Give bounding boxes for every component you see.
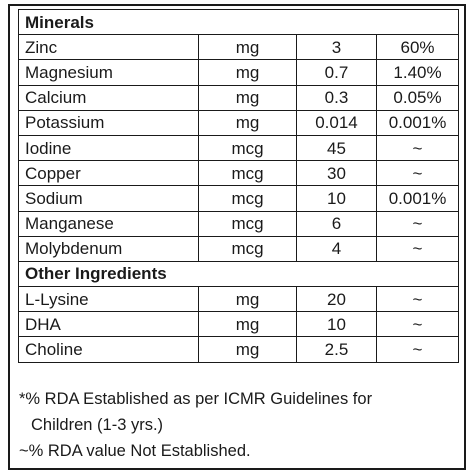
rda-percent: ~ xyxy=(375,134,460,162)
ingredient-name: Manganese xyxy=(18,210,199,237)
footnotes: *% RDA Established as per ICMR Guideline… xyxy=(19,386,459,464)
unit: mg xyxy=(198,109,297,136)
table-row: Copper mcg 30 ~ xyxy=(18,160,460,187)
table-row: Calcium mg 0.3 0.05% xyxy=(18,84,460,111)
table-row: Iodine mcg 45 ~ xyxy=(18,134,460,162)
ingredient-name: Potassium xyxy=(18,109,199,136)
rda-percent: ~ xyxy=(375,286,460,313)
ingredient-name: DHA xyxy=(18,311,199,338)
footnote-rda-established: *% RDA Established as per ICMR Guideline… xyxy=(19,390,373,408)
unit: mcg xyxy=(198,134,297,162)
table-row: Potassium mg 0.014 0.001% xyxy=(18,109,460,136)
ingredient-name: Iodine xyxy=(18,134,199,162)
amount: 0.014 xyxy=(296,109,377,136)
unit: mcg xyxy=(198,185,297,212)
unit: mg xyxy=(198,311,297,338)
rda-percent: 0.001% xyxy=(375,185,460,212)
amount: 30 xyxy=(296,160,377,187)
amount: 3 xyxy=(296,34,377,61)
nutrition-table: Minerals Zinc mg 3 60% Magnesium mg 0.7 … xyxy=(17,8,460,363)
table-row: Manganese mcg 6 ~ xyxy=(18,210,460,237)
table-row: DHA mg 10 ~ xyxy=(18,311,460,338)
rda-percent: 0.001% xyxy=(375,109,460,136)
ingredient-name: Choline xyxy=(18,336,199,363)
table-row: Magnesium mg 0.7 1.40% xyxy=(18,59,460,86)
table-row: Zinc mg 3 60% xyxy=(18,34,460,61)
footnote-rda-not-established: ~% RDA value Not Established. xyxy=(19,442,251,460)
unit: mg xyxy=(198,336,297,363)
amount: 4 xyxy=(296,235,377,262)
unit: mg xyxy=(198,286,297,313)
amount: 10 xyxy=(296,311,377,338)
amount: 45 xyxy=(296,134,377,162)
unit: mcg xyxy=(198,210,297,237)
rda-percent: 1.40% xyxy=(375,59,460,86)
ingredient-name: Zinc xyxy=(18,34,199,61)
ingredient-name: Copper xyxy=(18,160,199,187)
unit: mg xyxy=(198,59,297,86)
rda-percent: ~ xyxy=(375,336,460,363)
table-row: Choline mg 2.5 ~ xyxy=(18,336,460,363)
rda-percent: 0.05% xyxy=(375,84,460,111)
amount: 2.5 xyxy=(296,336,377,363)
table-row: Molybdenum mcg 4 ~ xyxy=(18,235,460,262)
rda-percent: ~ xyxy=(375,311,460,338)
amount: 6 xyxy=(296,210,377,237)
amount: 10 xyxy=(296,185,377,212)
section-title: Other Ingredients xyxy=(17,260,460,288)
section-header-minerals: Minerals xyxy=(17,8,460,36)
ingredient-name: Magnesium xyxy=(18,59,199,86)
label-frame xyxy=(8,4,466,470)
ingredient-name: Molybdenum xyxy=(18,235,199,262)
table-row: L-Lysine mg 20 ~ xyxy=(18,286,460,313)
amount: 0.7 xyxy=(296,59,377,86)
ingredient-name: Sodium xyxy=(18,185,199,212)
amount: 0.3 xyxy=(296,84,377,111)
rda-percent: 60% xyxy=(375,34,460,61)
rda-percent: ~ xyxy=(375,160,460,187)
section-header-other-ingredients: Other Ingredients xyxy=(17,260,460,288)
section-title: Minerals xyxy=(17,8,460,36)
amount: 20 xyxy=(296,286,377,313)
unit: mcg xyxy=(198,235,297,262)
table-row: Sodium mcg 10 0.001% xyxy=(18,185,460,212)
unit: mg xyxy=(198,34,297,61)
rda-percent: ~ xyxy=(375,235,460,262)
rda-percent: ~ xyxy=(375,210,460,237)
unit: mcg xyxy=(198,160,297,187)
unit: mg xyxy=(198,84,297,111)
ingredient-name: Calcium xyxy=(18,84,199,111)
ingredient-name: L-Lysine xyxy=(18,286,199,313)
footnote-age-group: Children (1-3 yrs.) xyxy=(31,416,164,434)
